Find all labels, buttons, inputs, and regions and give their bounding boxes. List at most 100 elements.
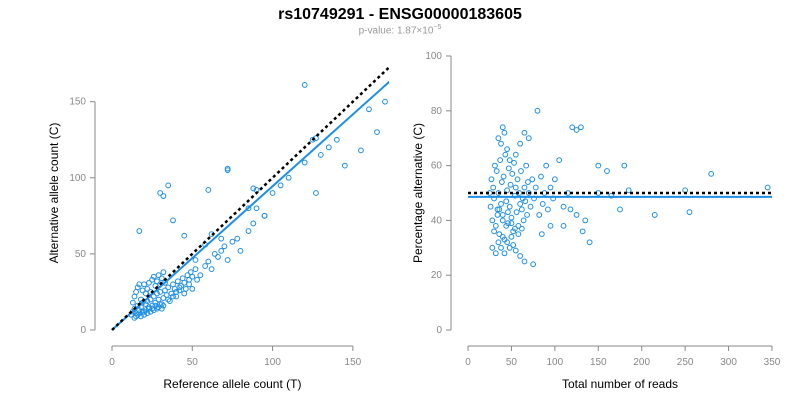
right-y-tick-label: 0: [436, 325, 442, 336]
left-data-point: [224, 257, 231, 263]
left-data-point: [211, 250, 218, 257]
right-data-point: [595, 162, 602, 169]
right-data-point: [517, 253, 524, 259]
right-data-point: [489, 244, 496, 251]
left-data-point: [215, 254, 221, 260]
left-data-point: [165, 182, 172, 189]
right-data-point: [545, 206, 551, 213]
right-data-point: [506, 203, 513, 210]
left-data-point: [131, 314, 138, 321]
right-data-point: [510, 242, 517, 248]
right-data-point: [547, 184, 554, 191]
right-data-point: [520, 217, 527, 224]
left-data-point: [189, 273, 196, 280]
right-y-tick-label: 20: [431, 270, 443, 281]
right-y-tick-label: 80: [431, 106, 443, 117]
left-fit-line: [111, 80, 389, 331]
left-data-point: [197, 272, 204, 279]
right-data-point: [518, 225, 525, 232]
left-data-point: [224, 167, 231, 174]
left-data-point: [157, 190, 164, 196]
left-data-point: [165, 284, 172, 291]
right-data-point: [487, 203, 494, 210]
right-data-point: [518, 168, 524, 174]
left-data-point: [237, 247, 244, 254]
right-data-point: [489, 217, 496, 224]
right-data-point: [488, 176, 495, 183]
left-data-point: [144, 310, 151, 317]
right-data-point: [512, 225, 518, 232]
right-data-point: [500, 173, 507, 180]
right-data-point: [521, 258, 528, 265]
left-data-point: [144, 286, 151, 292]
right-data-point: [604, 168, 610, 174]
right-data-point: [502, 151, 509, 158]
right-data-point: [499, 233, 506, 240]
right-data-point: [529, 176, 536, 183]
right-data-point: [560, 222, 567, 229]
right-data-point: [496, 231, 503, 238]
left-data-point: [134, 311, 141, 318]
left-data-point: [155, 272, 162, 279]
left-data-point: [186, 281, 192, 288]
left-y-tick-label: 0: [80, 325, 86, 336]
right-data-point: [491, 228, 497, 235]
left-data-point: [205, 187, 212, 193]
left-y-axis-label: Alternative allele count (C): [47, 123, 61, 264]
right-data-point: [525, 190, 532, 196]
right-data-point: [498, 244, 504, 251]
right-data-point: [517, 140, 524, 147]
right-data-point: [515, 231, 522, 238]
right-x-tick-label: 300: [720, 357, 737, 368]
right-data-point: [538, 173, 544, 180]
left-data-point: [301, 82, 308, 88]
right-data-point: [498, 179, 505, 185]
right-data-point: [518, 206, 525, 213]
chart-subtitle: p-value: 1.87×10−5: [0, 24, 800, 36]
left-data-point: [218, 247, 225, 254]
left-data-point: [192, 257, 199, 263]
right-data-point: [573, 212, 580, 218]
left-data-point: [147, 308, 154, 315]
right-x-tick-label: 0: [465, 357, 471, 368]
right-data-point: [560, 203, 567, 210]
left-data-point: [202, 263, 209, 269]
right-data-point: [503, 198, 510, 205]
chart-title: rs10749291 - ENSG00000183605: [278, 6, 522, 23]
left-data-point: [269, 190, 276, 196]
right-data-point: [582, 217, 589, 224]
left-data-point: [205, 258, 212, 265]
left-data-point: [382, 98, 388, 105]
right-data-point: [538, 231, 545, 238]
left-data-point: [309, 136, 316, 143]
left-data-point: [160, 269, 167, 276]
right-data-point: [708, 170, 715, 177]
right-data-point: [499, 217, 506, 224]
right-data-point: [651, 212, 658, 218]
right-data-point: [503, 222, 510, 229]
left-data-point: [181, 279, 188, 286]
left-data-point: [147, 296, 154, 303]
left-data-point: [194, 276, 201, 283]
right-x-axis-label: Total number of reads: [562, 377, 678, 391]
left-data-point: [173, 289, 180, 295]
right-x-tick-label: 200: [633, 357, 650, 368]
right-data-point: [494, 206, 501, 213]
right-data-point: [579, 228, 586, 235]
left-data-point: [189, 286, 196, 292]
right-data-point: [512, 247, 519, 254]
left-data-point: [141, 281, 148, 288]
right-data-point: [504, 146, 510, 153]
left-data-point: [333, 136, 340, 143]
right-data-point: [521, 129, 528, 136]
right-data-point: [508, 214, 515, 221]
right-y-tick-label: 100: [425, 51, 442, 62]
left-data-point: [234, 235, 241, 242]
right-data-point: [686, 209, 693, 216]
right-data-point: [504, 187, 510, 194]
right-data-point: [523, 162, 530, 169]
left-data-point: [250, 220, 257, 227]
left-y-tick-label: 150: [69, 97, 86, 108]
right-data-point: [508, 220, 515, 227]
left-data-point: [165, 296, 172, 303]
